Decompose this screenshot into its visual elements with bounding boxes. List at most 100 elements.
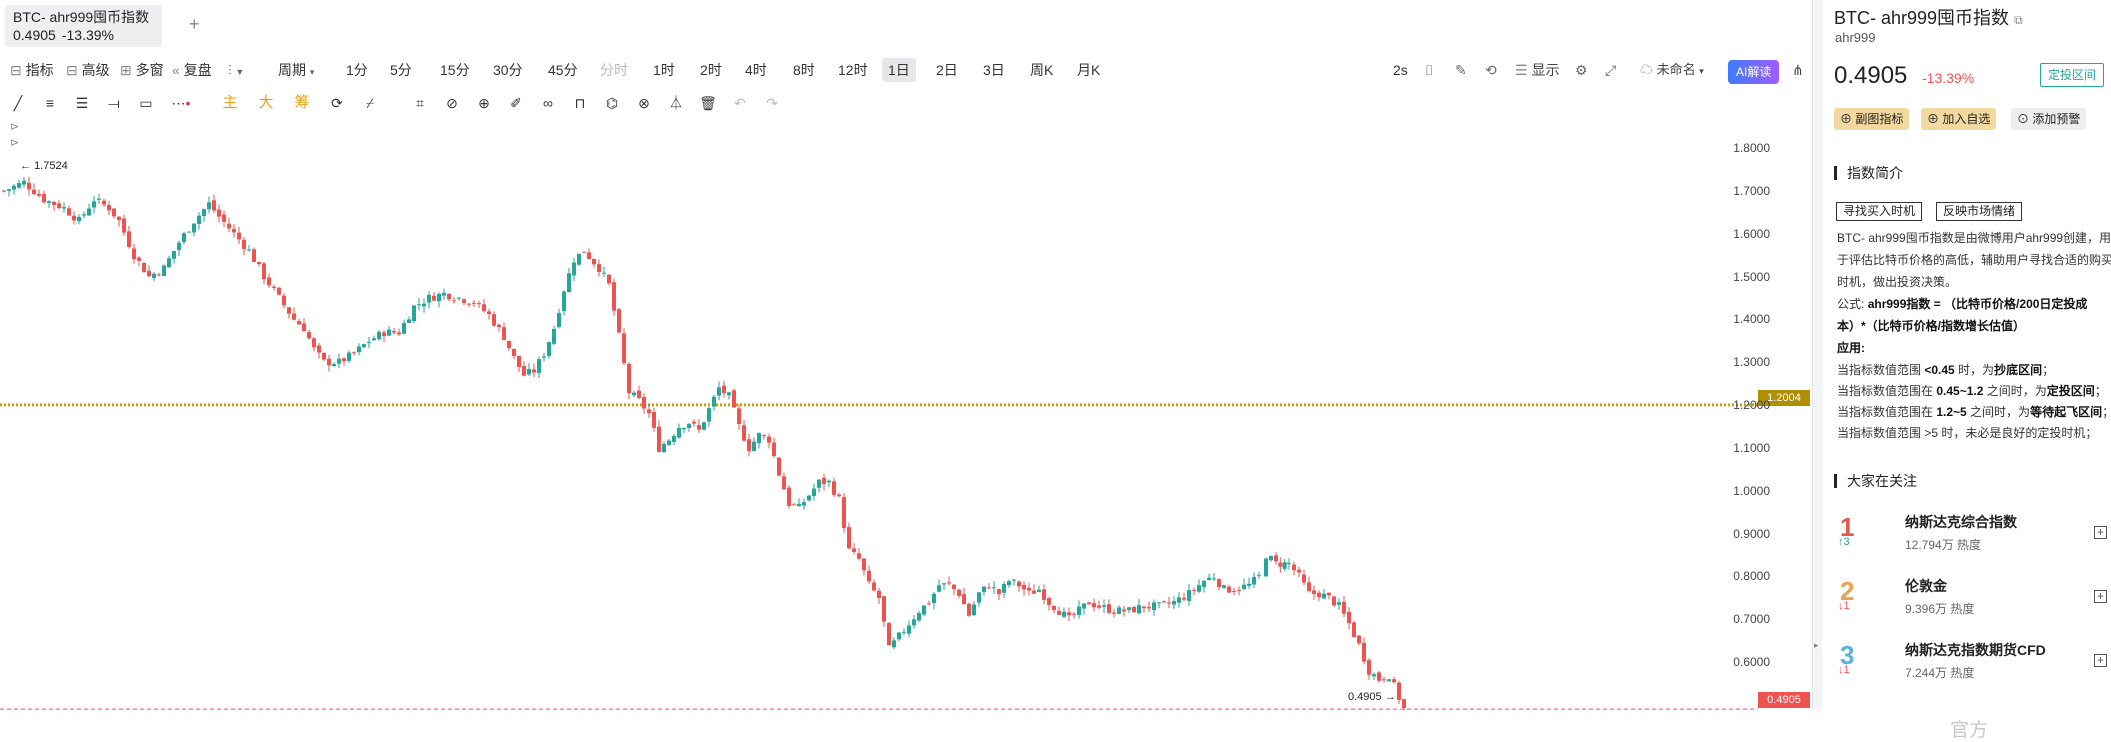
horizontal-lines-icon[interactable]: ☰: [75, 95, 89, 111]
indicators-button[interactable]: ⊟ 指标: [10, 58, 54, 82]
add-watch-button[interactable]: ⊕ 加入自选: [1921, 108, 1997, 130]
candle-body: [982, 586, 986, 592]
visibility-icon[interactable]: ⌬: [605, 95, 619, 111]
candle-body: [762, 435, 766, 437]
multi-window-button[interactable]: ⊞ 多窗: [120, 58, 164, 82]
candlestick-chart-svg[interactable]: [0, 122, 1812, 710]
eraser-draw-icon[interactable]: ⌿: [365, 95, 375, 111]
timeframe-8[interactable]: 4时: [745, 62, 767, 78]
expand-panel-icon[interactable]: ⊳: [10, 121, 20, 133]
sync-icon[interactable]: ⟲: [1485, 62, 1497, 78]
candle-body: [592, 258, 596, 265]
fullscreen-icon[interactable]: ⤢: [1605, 62, 1617, 78]
candle-body: [132, 248, 136, 260]
usage-post: ；: [2102, 405, 2111, 419]
candle-body: [1257, 574, 1261, 576]
ruler-icon[interactable]: ⊘: [446, 95, 458, 111]
settings-icon[interactable]: ⚙: [1575, 62, 1588, 78]
timeframe-11[interactable]: 1日: [882, 58, 916, 82]
timeframe-6[interactable]: 1时: [653, 62, 675, 78]
period-button[interactable]: 周期 ▾: [278, 58, 314, 82]
layout-select[interactable]: ☁ 未命名 ▾: [1640, 58, 1704, 82]
candle-body: [447, 293, 451, 300]
add-watch-plus-icon[interactable]: +: [2094, 590, 2107, 603]
candle-body: [67, 208, 71, 216]
add-alert-button[interactable]: ⊙ 添加预警: [2011, 108, 2087, 130]
candle-body: [692, 421, 696, 424]
horizontal-ray-icon[interactable]: ⟞: [108, 95, 120, 111]
timeframe-15[interactable]: 月K: [1077, 62, 1101, 78]
timeframe-14[interactable]: 周K: [1030, 62, 1054, 78]
trendline-icon[interactable]: ╱: [13, 95, 23, 111]
pen-icon[interactable]: ✎: [1455, 62, 1467, 78]
copy-icon[interactable]: ⧉: [2014, 13, 2023, 27]
camera-icon[interactable]: ⌷: [1425, 62, 1434, 78]
big-order-button[interactable]: 大: [258, 94, 274, 111]
link-icon[interactable]: ⊗: [638, 95, 650, 111]
chart-tab[interactable]: BTC- ahr999囤币指数 0.4905 -13.39%: [5, 5, 162, 47]
usage-line-1: 当指标数值范围在 0.45~1.2 之间时，为定投区间；: [1837, 381, 2111, 402]
candle-body: [157, 274, 161, 276]
replay-button[interactable]: « 复盘: [172, 58, 212, 82]
timeframe-0[interactable]: 1分: [346, 62, 368, 78]
watch-heat: 7.244万 热度: [1905, 666, 1975, 680]
chart-type-button[interactable]: ⫶ ▼: [228, 58, 244, 82]
expand-panel-icon-2[interactable]: ⊳: [10, 137, 20, 149]
candle-body: [877, 590, 881, 598]
candle-body: [722, 385, 726, 394]
pattern-icon[interactable]: ∞: [543, 95, 553, 111]
timeframe-2[interactable]: 15分: [440, 62, 470, 78]
display-button[interactable]: ☰ 显示: [1515, 58, 1559, 82]
ai-analyze-button[interactable]: AI解读: [1728, 60, 1780, 84]
brush-icon[interactable]: ✐: [510, 95, 522, 111]
sync-draw-icon[interactable]: ⟳: [331, 95, 343, 111]
timeframe-7[interactable]: 2时: [700, 62, 722, 78]
share-icon[interactable]: ⋔: [1792, 62, 1804, 78]
magnet-icon[interactable]: ⊕: [478, 95, 490, 111]
sub-indicator-button[interactable]: ⊕ 副图指标: [1834, 108, 1910, 130]
candle-body: [1192, 589, 1196, 591]
crop-icon[interactable]: ⌗: [416, 95, 424, 111]
timeframe-4[interactable]: 45分: [548, 62, 578, 78]
refresh-interval[interactable]: 2s: [1393, 62, 1408, 78]
timeframe-9[interactable]: 8时: [793, 62, 815, 78]
sidebar-splitter[interactable]: ▸: [1812, 0, 1822, 710]
candle-body: [432, 295, 436, 301]
price-chart[interactable]: ⊳ ⊳ ← 1.7524 0.4905 → 1.2004 0.4905 ⁂ Ai…: [0, 121, 2006, 741]
candle-body: [917, 613, 921, 621]
timeframe-1[interactable]: 5分: [390, 62, 412, 78]
parallel-lines-icon[interactable]: ≡: [45, 95, 55, 111]
undo-icon[interactable]: ↶: [734, 95, 746, 111]
watch-name: 纳斯达克指数期货CFD: [1905, 642, 2046, 658]
candle-body: [382, 332, 386, 337]
sidebar-title: BTC- ahr999囤币指数 ⧉: [1834, 4, 2023, 30]
intro-line-3: 时机，做出投资决策。: [1837, 275, 1958, 289]
candle-body: [992, 587, 996, 589]
add-watch-plus-icon[interactable]: +: [2094, 526, 2107, 539]
filter-icon[interactable]: ⏃: [669, 95, 683, 111]
candle-body: [512, 348, 516, 357]
collapse-icon[interactable]: ▸: [1814, 640, 1819, 650]
timeframe-10[interactable]: 12时: [838, 62, 868, 78]
timeframe-12[interactable]: 2日: [936, 62, 958, 78]
main-indicator-button[interactable]: 主: [222, 94, 238, 111]
timeframe-13[interactable]: 3日: [983, 62, 1005, 78]
candle-body: [1142, 606, 1146, 609]
advanced-button[interactable]: ⊟ 高级: [66, 58, 110, 82]
candle-body: [62, 207, 66, 209]
trash-icon[interactable]: 🗑: [699, 95, 717, 111]
lock-icon[interactable]: ⊓: [574, 95, 586, 111]
add-watch-plus-icon[interactable]: +: [2094, 654, 2107, 667]
timeframe-5[interactable]: 分时: [600, 62, 628, 78]
dotted-line-icon[interactable]: ⋯•: [171, 95, 191, 111]
y-tick-label: 1.3000: [1733, 355, 1770, 370]
candle-body: [832, 481, 836, 495]
add-tab-icon[interactable]: +: [189, 14, 200, 34]
redo-icon[interactable]: ↷: [766, 95, 778, 111]
timeframe-3[interactable]: 30分: [493, 62, 523, 78]
candle-body: [1127, 607, 1131, 611]
candle-body: [297, 320, 301, 325]
rectangle-icon[interactable]: ▭: [139, 95, 153, 111]
range-badge: 定投区间: [2040, 63, 2105, 87]
chip-button[interactable]: 筹: [294, 94, 310, 111]
